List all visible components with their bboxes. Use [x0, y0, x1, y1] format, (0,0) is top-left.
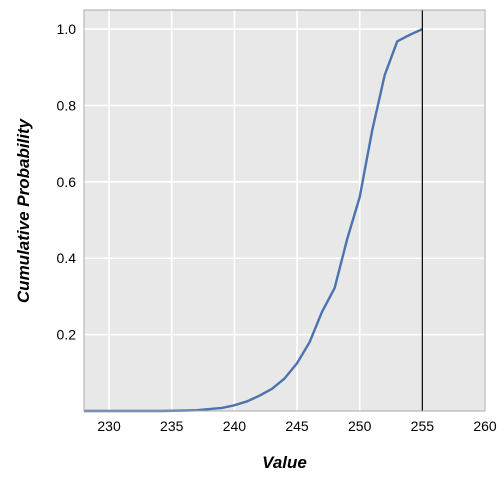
x-tick-label: 250 — [348, 418, 372, 434]
x-tick-label: 245 — [285, 418, 309, 434]
y-tick-label: 0.6 — [57, 174, 77, 190]
plot-background — [84, 10, 485, 411]
y-tick-label: 0.8 — [57, 97, 77, 113]
x-tick-label: 240 — [223, 418, 247, 434]
x-tick-label: 255 — [411, 418, 435, 434]
x-tick-label: 230 — [97, 418, 121, 434]
x-tick-label: 260 — [473, 418, 497, 434]
x-axis-ticks: 230 235 240 245 250 255 260 — [97, 418, 497, 434]
y-axis-ticks: 0.2 0.4 0.6 0.8 1.0 — [57, 21, 77, 343]
y-tick-label: 1.0 — [57, 21, 77, 37]
y-tick-label: 0.2 — [57, 327, 77, 343]
x-tick-label: 235 — [160, 418, 184, 434]
y-tick-label: 0.4 — [57, 250, 77, 266]
y-axis-title: Cumulative Probability — [14, 117, 33, 303]
plot-frame — [83, 9, 486, 412]
x-axis-title: Value — [262, 453, 307, 472]
